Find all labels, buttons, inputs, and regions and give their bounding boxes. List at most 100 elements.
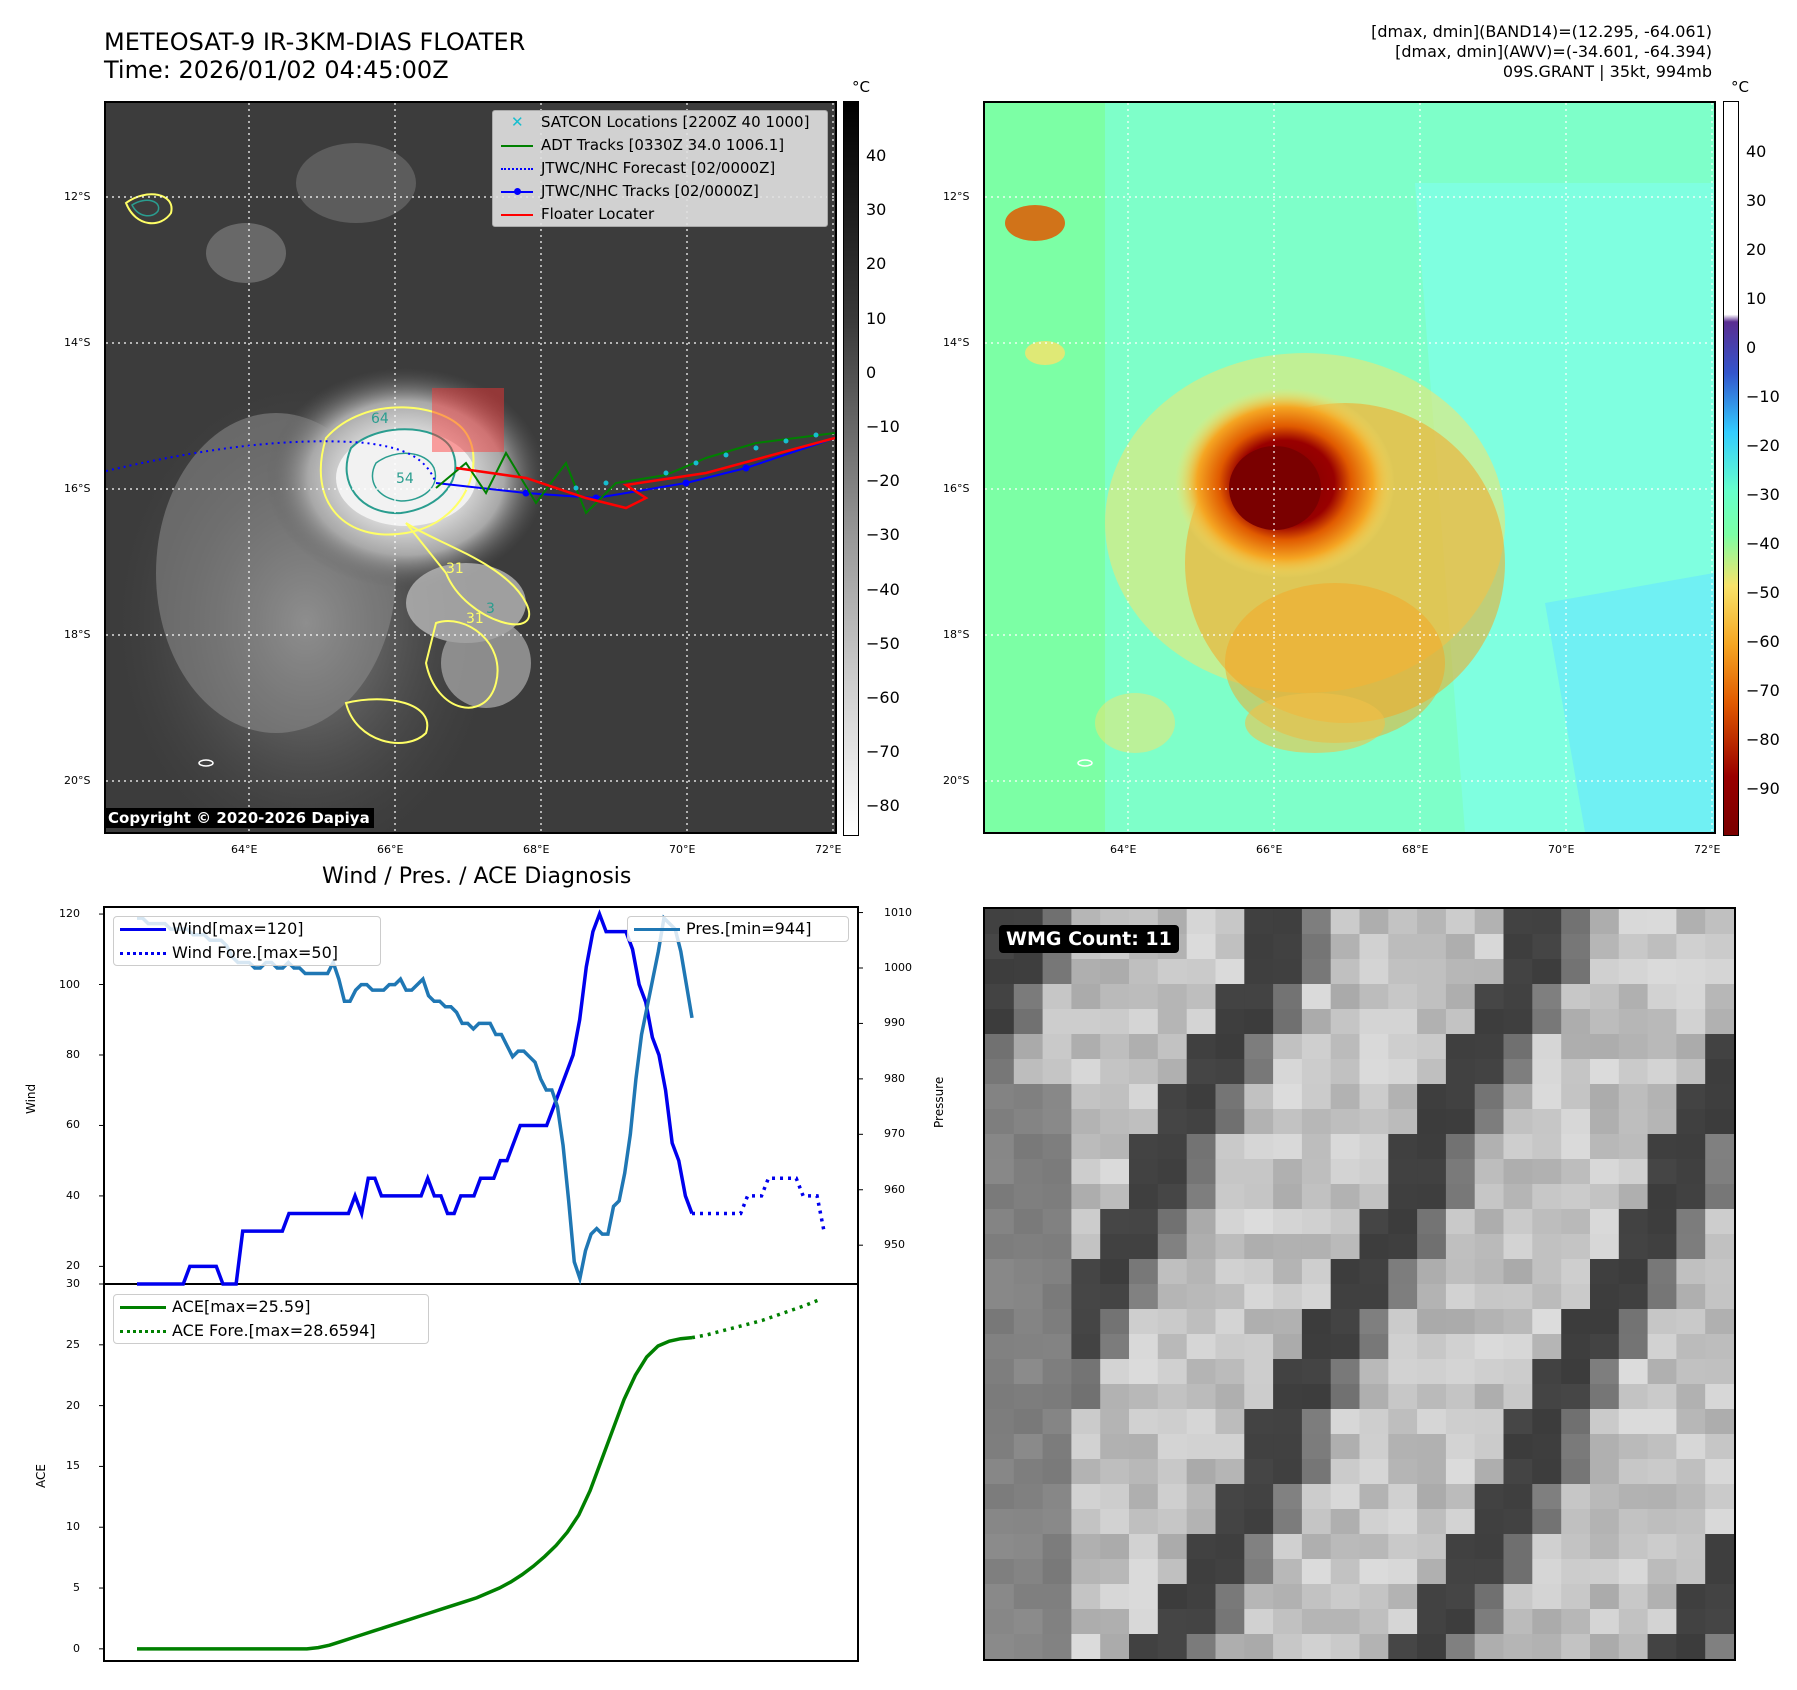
wmg-pixel — [1474, 1184, 1504, 1210]
ir-lon-label-3: 68°E — [523, 843, 550, 856]
wmg-pixel — [1301, 1584, 1332, 1610]
wmg-pixel — [1532, 1484, 1562, 1510]
wmg-pixel — [1100, 1309, 1130, 1335]
wmg-pixel — [1705, 1084, 1734, 1110]
wmg-pixel — [1474, 1034, 1504, 1060]
wmg-pixel — [1417, 1234, 1447, 1260]
awv-map-panel[interactable] — [983, 101, 1716, 834]
wmg-pixel — [1445, 1334, 1476, 1360]
wmg-pixel — [1071, 1159, 1101, 1185]
wmg-pixel — [1157, 1209, 1188, 1235]
axis-tick-label: 30 — [66, 1277, 80, 1290]
wmg-pixel — [1071, 1559, 1101, 1585]
wmg-pixel — [1618, 1334, 1649, 1360]
ir-lat-label-5: 20°S — [64, 774, 91, 787]
wmg-pixel — [1330, 1559, 1360, 1585]
wmg-pixel — [1561, 1384, 1591, 1410]
wmg-pixel — [985, 1059, 1015, 1085]
wmg-pixel — [1388, 1309, 1418, 1335]
wmg-pixel — [1618, 1234, 1649, 1260]
wmg-pixel — [1244, 1234, 1274, 1260]
wmg-pixel — [1532, 1159, 1562, 1185]
wmg-pixel — [1157, 1259, 1188, 1285]
wmg-pixel — [985, 984, 1015, 1010]
wmg-pixel — [1590, 984, 1620, 1010]
wmg-panel[interactable] — [983, 907, 1736, 1661]
wmg-pixel — [1618, 1159, 1649, 1185]
wmg-pixel — [1042, 1309, 1072, 1335]
wmg-pixel — [985, 1134, 1015, 1160]
wmg-pixel — [985, 1409, 1015, 1435]
wmg-pixel — [1215, 1509, 1245, 1535]
wmg-pixel — [985, 1284, 1015, 1310]
wind-forecast-line — [692, 1176, 826, 1232]
wmg-pixel — [1330, 1159, 1360, 1185]
wmg-pixel — [1388, 1234, 1418, 1260]
wmg-pixel — [1359, 1384, 1389, 1410]
wmg-pixel — [1186, 1009, 1216, 1035]
wmg-pixel — [1330, 1409, 1360, 1435]
wmg-pixel — [1071, 959, 1101, 985]
wmg-pixel — [1215, 1284, 1245, 1310]
wmg-pixel — [1532, 1309, 1562, 1335]
wmg-count-badge: WMG Count: 11 — [999, 925, 1179, 953]
wmg-pixel — [1503, 959, 1533, 985]
wmg-pixel — [1388, 959, 1418, 985]
wmg-pixel — [1503, 1234, 1533, 1260]
wmg-pixel — [1100, 1359, 1130, 1385]
wmg-pixel — [1330, 1184, 1360, 1210]
wmg-pixel — [1359, 1009, 1389, 1035]
wmg-pixel — [1705, 1184, 1734, 1210]
wmg-pixel — [1705, 1509, 1734, 1535]
wmg-pixel — [1244, 1334, 1274, 1360]
wmg-pixel — [1705, 1459, 1734, 1485]
wmg-pixel — [1157, 1034, 1188, 1060]
wmg-pixel — [1705, 1309, 1734, 1335]
wmg-pixel — [1676, 1234, 1706, 1260]
wmg-pixel — [1474, 1609, 1504, 1635]
wmg-pixel — [1561, 1084, 1591, 1110]
wmg-pixel — [985, 1559, 1015, 1585]
wmg-pixel — [1157, 1584, 1188, 1610]
wmg-pixel — [1244, 1134, 1274, 1160]
wmg-pixel — [1417, 1634, 1447, 1659]
wmg-pixel — [1647, 1284, 1677, 1310]
wmg-pixel — [1359, 1634, 1389, 1659]
colorbar-tick-label: −40 — [1746, 534, 1780, 553]
axis-tick-label: 80 — [66, 1047, 80, 1061]
wmg-pixel — [1388, 1434, 1418, 1460]
wmg-pixel — [1474, 1159, 1504, 1185]
wmg-pixel — [1532, 1234, 1562, 1260]
wmg-pixel — [1474, 1584, 1504, 1610]
wmg-pixel — [1071, 1534, 1101, 1560]
wmg-pixel — [1071, 1134, 1101, 1160]
wmg-pixel — [1388, 1259, 1418, 1285]
wmg-pixel — [1618, 1209, 1649, 1235]
wmg-pixel — [1676, 1034, 1706, 1060]
wmg-pixel — [1503, 1059, 1533, 1085]
wmg-pixel — [1590, 1409, 1620, 1435]
awv-lon-label-5: 72°E — [1694, 843, 1721, 856]
wmg-pixel — [1071, 1184, 1101, 1210]
wmg-pixel — [1647, 1309, 1677, 1335]
wmg-pixel — [1561, 1534, 1591, 1560]
colorbar-tick-label: 10 — [866, 308, 887, 328]
wmg-pixel — [1186, 1109, 1216, 1135]
dotted-swatch-icon — [120, 1330, 166, 1333]
wmg-pixel — [1474, 1384, 1504, 1410]
wmg-pixel — [1532, 1534, 1562, 1560]
wmg-pixel — [1013, 1459, 1044, 1485]
wmg-pixel — [1388, 1359, 1418, 1385]
wmg-pixel — [1676, 1634, 1706, 1659]
wmg-pixel — [1474, 1634, 1504, 1659]
wmg-pixel — [1618, 1484, 1649, 1510]
wmg-pixel — [1273, 1234, 1303, 1260]
wmg-pixel — [1647, 1134, 1677, 1160]
wmg-pixel — [1676, 934, 1706, 960]
wmg-pixel — [1215, 1434, 1245, 1460]
wmg-pixel — [1445, 934, 1476, 960]
wmg-pixel — [1186, 959, 1216, 985]
wmg-pixel — [1503, 1484, 1533, 1510]
wmg-pixel — [1042, 1359, 1072, 1385]
wmg-pixel — [1388, 1409, 1418, 1435]
